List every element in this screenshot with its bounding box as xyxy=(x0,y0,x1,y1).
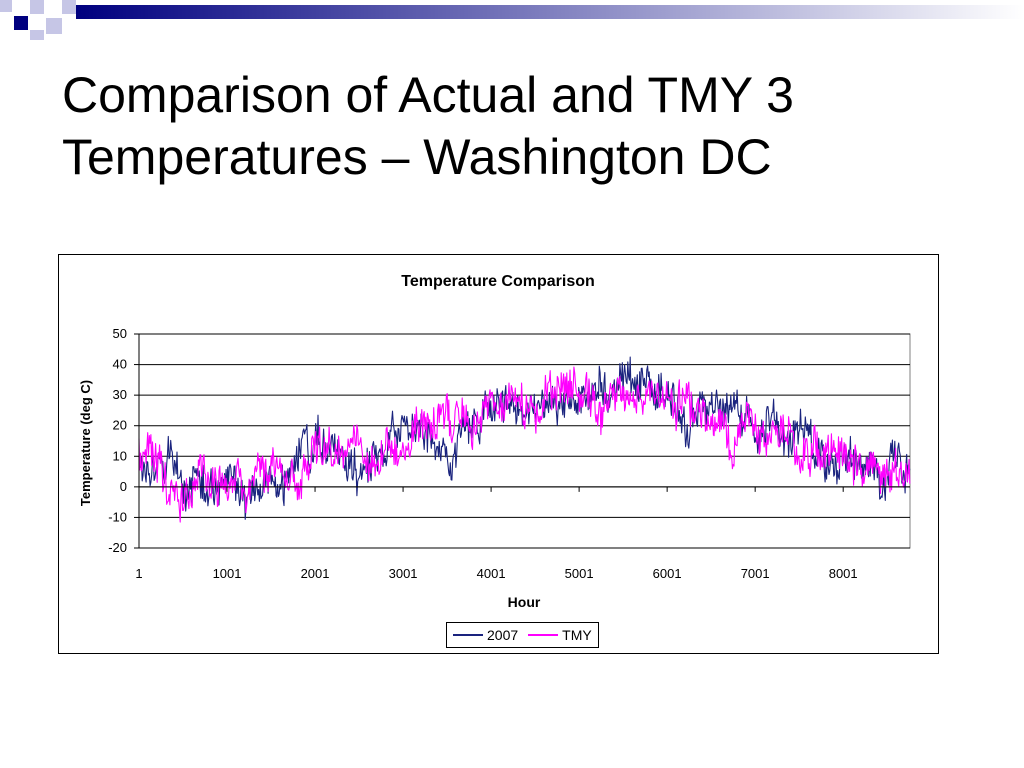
deco-square xyxy=(62,0,76,14)
slide-corner-decoration xyxy=(0,0,1024,40)
y-tick-label: 40 xyxy=(113,357,127,372)
x-tick-label: 1 xyxy=(135,566,142,581)
x-tick-label: 4001 xyxy=(477,566,506,581)
series-line-tmy xyxy=(138,366,911,523)
legend-swatch-2007 xyxy=(453,634,483,636)
x-tick-label: 2001 xyxy=(301,566,330,581)
deco-square xyxy=(0,0,12,12)
chart-legend: 2007 TMY xyxy=(446,622,599,648)
y-tick-label: 30 xyxy=(113,387,127,402)
legend-label-2007: 2007 xyxy=(487,627,519,643)
y-tick-label: 50 xyxy=(113,326,127,341)
x-tick-label: 3001 xyxy=(389,566,418,581)
y-tick-label: 20 xyxy=(113,418,127,433)
chart-title: Temperature Comparison xyxy=(401,273,595,290)
legend-label-tmy: TMY xyxy=(562,627,592,643)
x-tick-label: 5001 xyxy=(565,566,594,581)
deco-square xyxy=(30,0,44,14)
deco-square xyxy=(46,18,62,34)
x-tick-label: 7001 xyxy=(741,566,770,581)
y-tick-label: -20 xyxy=(108,540,127,555)
y-tick-label: 0 xyxy=(120,479,127,494)
y-tick-label: -10 xyxy=(108,509,127,524)
x-tick-label: 6001 xyxy=(653,566,682,581)
y-tick-label: 10 xyxy=(113,448,127,463)
deco-square xyxy=(14,16,28,30)
legend-swatch-tmy xyxy=(528,634,559,636)
legend-item-tmy: TMY xyxy=(528,627,592,643)
legend-item-2007: 2007 xyxy=(453,627,518,643)
header-gradient-bar xyxy=(76,5,1024,19)
x-tick-label: 8001 xyxy=(829,566,858,581)
deco-square xyxy=(30,30,44,40)
y-axis-label: Temperature (deg C) xyxy=(78,380,93,506)
x-tick-label: 1001 xyxy=(213,566,242,581)
x-axis-label: Hour xyxy=(508,594,541,610)
slide-title: Comparison of Actual and TMY 3 Temperatu… xyxy=(62,67,794,185)
plot-area xyxy=(138,333,911,549)
